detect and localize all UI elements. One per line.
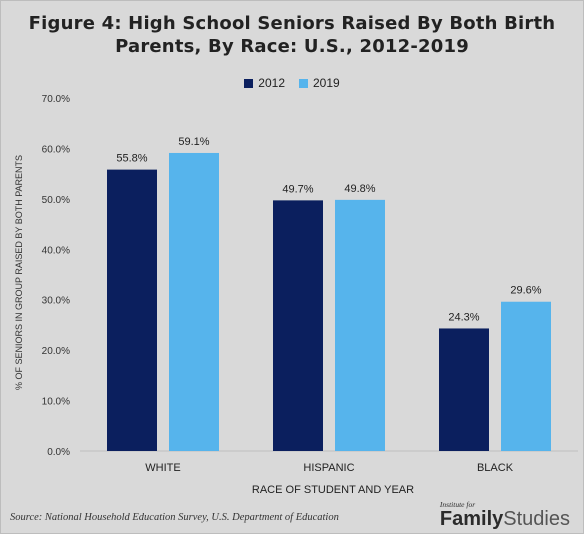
y-tick-label: 30.0% <box>42 296 70 307</box>
y-tick-label: 20.0% <box>42 346 70 357</box>
x-tick-label: WHITE <box>145 462 180 474</box>
bar-white-2019 <box>169 152 219 451</box>
source-note: Source: National Household Education Sur… <box>10 512 339 523</box>
bar-white-2012 <box>107 169 157 451</box>
bar-hispanic-2019 <box>335 199 385 451</box>
legend-swatch-2012 <box>244 78 254 88</box>
x-tick-label: BLACK <box>477 462 514 474</box>
data-label-white-2019: 59.1% <box>178 136 209 148</box>
data-label-black-2012: 24.3% <box>448 311 479 323</box>
legend-label-2019: 2019 <box>313 76 340 90</box>
brand-logo-small-text: Institute for <box>439 500 476 509</box>
y-tick-label: 50.0% <box>42 195 70 206</box>
data-label-white-2012: 55.8% <box>116 153 147 165</box>
chart-legend: 2012 2019 <box>0 76 584 90</box>
x-tick-label: HISPANIC <box>303 462 354 474</box>
legend-label-2012: 2012 <box>258 76 285 90</box>
y-tick-label: 0.0% <box>47 447 70 458</box>
bar-hispanic-2012 <box>273 200 323 451</box>
brand-logo: Institute for FamilyStudies <box>440 500 570 531</box>
y-tick-label: 40.0% <box>42 245 70 256</box>
data-label-hispanic-2019: 49.8% <box>344 183 375 195</box>
brand-logo-word-2: Studies <box>503 508 570 530</box>
legend-item-2012: 2012 <box>244 76 285 90</box>
bar-black-2019 <box>501 301 551 451</box>
legend-swatch-2019 <box>299 78 308 88</box>
chart-title: Figure 4: High School Seniors Raised By … <box>0 12 584 58</box>
y-tick-label: 10.0% <box>42 397 70 408</box>
data-label-black-2019: 29.6% <box>510 285 541 297</box>
data-label-hispanic-2012: 49.7% <box>282 183 313 195</box>
bar-black-2012 <box>439 328 489 451</box>
y-axis-title: % OF SENIORS IN GROUP RAISED BY BOTH PAR… <box>14 155 24 390</box>
legend-item-2019: 2019 <box>299 76 340 90</box>
x-axis-title: RACE OF STUDENT AND YEAR <box>252 484 414 496</box>
chart-title-line-1: Figure 4: High School Seniors Raised By … <box>28 13 556 34</box>
y-tick-label: 60.0% <box>42 144 70 155</box>
y-tick-label: 70.0% <box>42 94 70 105</box>
brand-logo-word-1: Family <box>439 508 504 530</box>
chart-title-line-2: Parents, By Race: U.S., 2012-2019 <box>115 36 469 57</box>
